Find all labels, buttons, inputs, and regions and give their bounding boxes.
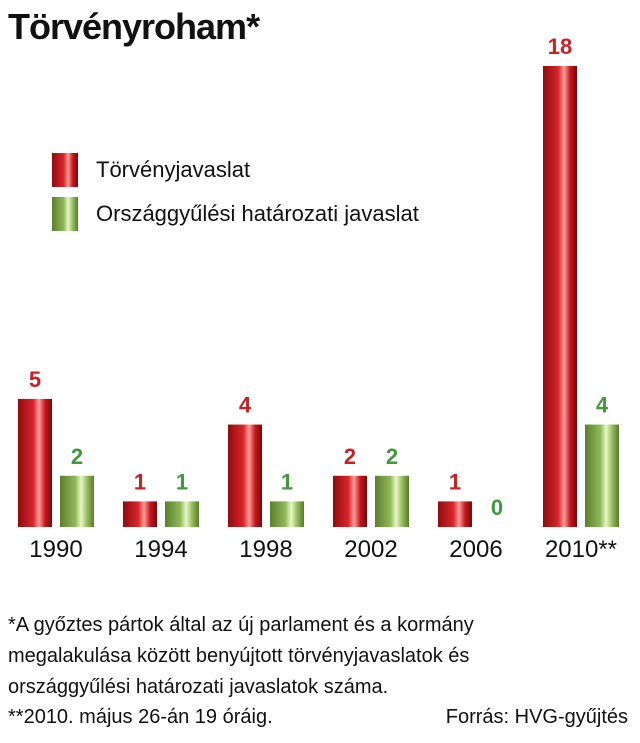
bar-2002-series-2 <box>375 475 409 527</box>
x-tick-label-1998: 1998 <box>239 536 292 563</box>
data-label-2002-series-2: 2 <box>386 444 398 469</box>
bar-1990-series-1 <box>18 398 52 527</box>
legend-item-hatarozati-javaslat: Országgyűlési határozati javaslat <box>52 192 419 236</box>
bar-1994-series-1 <box>123 501 157 527</box>
data-label-2010-series-1: 18 <box>548 34 572 59</box>
x-tick-label-2010: 2010** <box>545 536 617 563</box>
chart-title: Törvényroham* <box>8 6 260 47</box>
bar-2010-series-2 <box>585 424 619 527</box>
data-label-1994-series-1: 1 <box>134 469 146 494</box>
bar-chart: 5 2 1990 1 1 1994 4 1 1998 2 2 2002 1 0 2006 18 4 2010** <box>18 34 619 563</box>
bar-2002-series-1 <box>333 475 367 527</box>
footnote-2010: **2010. május 26-án 19 óráig. <box>8 706 273 728</box>
bar-1998-series-1 <box>228 424 262 527</box>
bar-2010-series-1 <box>543 66 577 527</box>
data-label-1998-series-2: 1 <box>281 469 293 494</box>
legend-swatch-red <box>52 153 78 187</box>
legend-swatch-green <box>52 197 78 231</box>
bar-2006-series-1 <box>438 501 472 527</box>
x-tick-label-2002: 2002 <box>344 536 397 563</box>
legend-label-torvenyjavaslat: Törvényjavaslat <box>96 157 251 182</box>
source-note: Forrás: HVG-gyűjtés <box>445 706 628 728</box>
legend-item-torvenyjavaslat: Törvényjavaslat <box>52 148 419 192</box>
data-label-2006-series-1: 1 <box>449 469 461 494</box>
bar-1998-series-2 <box>270 501 304 527</box>
legend-label-hatarozati-javaslat: Országgyűlési határozati javaslat <box>96 201 419 226</box>
bar-1994-series-2 <box>165 501 199 527</box>
data-label-1994-series-2: 1 <box>176 469 188 494</box>
x-tick-label-1994: 1994 <box>134 536 187 563</box>
data-label-1990-series-2: 2 <box>71 444 83 469</box>
footnote: *A győztes pártok által az új parlament … <box>8 614 474 698</box>
bar-1990-series-2 <box>60 475 94 527</box>
data-label-2002-series-1: 2 <box>344 444 356 469</box>
x-tick-label-2006: 2006 <box>449 536 502 563</box>
data-label-2006-series-2: 0 <box>491 495 503 520</box>
legend: Törvényjavaslat Országgyűlési határozati… <box>52 148 419 236</box>
data-label-1998-series-1: 4 <box>239 393 252 418</box>
x-tick-label-1990: 1990 <box>29 536 82 563</box>
data-label-2010-series-2: 4 <box>596 393 609 418</box>
data-label-1990-series-1: 5 <box>29 367 41 392</box>
